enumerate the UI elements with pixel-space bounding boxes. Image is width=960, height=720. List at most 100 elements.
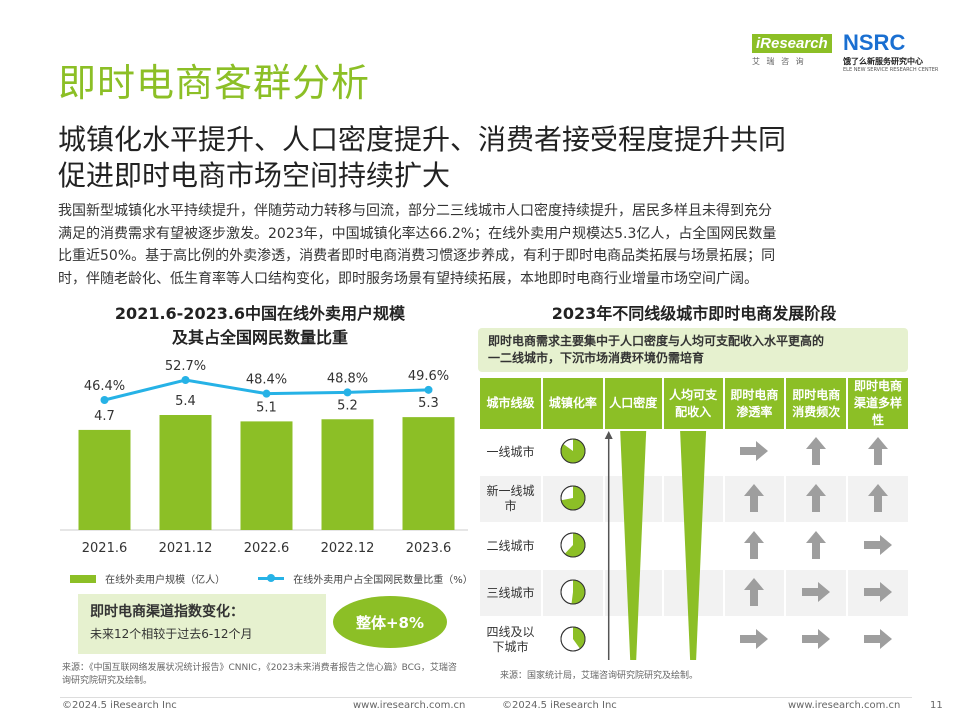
table-header-row: 城市线级 城镇化率 人口密度 人均可支配收入 即时电商渗透率 即时电商消费频次 … [480, 378, 908, 429]
left-chart-title: 2021.6-2023.6中国在线外卖用户规模 及其占全国网民数量比重 [60, 300, 460, 348]
arrow-right-icon [802, 628, 831, 649]
iresearch-logo-sub: 艾 瑞 咨 询 [752, 57, 806, 66]
footer-divider [60, 697, 912, 698]
diversity-cell [848, 570, 908, 617]
diversity-cell [848, 523, 908, 570]
arrow-right-icon [864, 534, 893, 555]
page-title: 即时电商客群分析 [58, 61, 371, 105]
table-row: 四线及以下城市 [480, 617, 908, 664]
city-tier-cell: 一线城市 [480, 429, 542, 476]
nsrc-logo-text: NSRC [843, 30, 906, 55]
urbanization-cell [543, 570, 603, 617]
urbanization-pie-icon [560, 485, 586, 510]
legend-item-line: 在线外卖用户占全国网民数量比重（%） [258, 568, 473, 587]
income-cell [663, 523, 723, 570]
right-panel-note: 即时电商需求主要集中于人口密度与人均可支配收入水平更高的 一二线城市，下沉市场消… [478, 328, 908, 372]
left-chart-title-line1: 2021.6-2023.6中国在线外卖用户规模 [114, 304, 406, 323]
arrow-up-icon [744, 577, 765, 606]
footer-copyright-right: ©2024.5 iResearch Inc [502, 700, 617, 711]
arrow-right-icon [740, 440, 769, 461]
iresearch-logo: iResearch 艾 瑞 咨 询 [752, 34, 832, 74]
header-income: 人均可支配收入 [663, 378, 723, 429]
bar-value-label: 5.2 [337, 398, 358, 413]
body-line: 我国新型城镇化水平持续提升，伴随劳动力转移与回流，部分二三线城市人口密度持续提升… [58, 203, 772, 219]
chart-legend: 在线外卖用户规模（亿人） 在线外卖用户占全国网民数量比重（%） [70, 568, 473, 587]
density-cell [604, 570, 662, 617]
combo-chart: 4.7 2021.6 5.4 2021.12 5.1 2022.6 5.2 2022.12 5.… [60, 359, 468, 556]
page-number: 11 [930, 700, 943, 711]
body-line: 比重近50%。基于高比例的外卖渗透，消费者即时电商消费习惯逐步养成，有利于即时电… [58, 248, 776, 264]
arrow-right-icon [802, 581, 831, 602]
ratio-point [343, 388, 352, 397]
bar-value-label: 5.3 [418, 396, 439, 411]
urbanization-cell [543, 523, 603, 570]
x-tick-label: 2021.6 [82, 541, 128, 556]
subtitle-line-1: 城镇化水平提升、人口密度提升、消费者接受程度提升共同 [58, 123, 787, 156]
urbanization-pie-icon [560, 579, 586, 604]
body-line: 满足的消费需求有望被逐步激发。2023年，中国城镇化率达66.2%；在线外卖用户… [58, 225, 777, 242]
footer-url-left[interactable]: www.iresearch.com.cn [353, 700, 466, 711]
iresearch-logo-text: iResearch [752, 34, 832, 53]
diversity-cell [848, 617, 908, 664]
header-density: 人口密度 [604, 378, 662, 429]
city-stage-table: 城市线级 城镇化率 人口密度 人均可支配收入 即时电商渗透率 即时电商消费频次 … [478, 378, 910, 664]
penetration-cell [724, 523, 785, 570]
footer-copyright-left: ©2024.5 iResearch Inc [62, 700, 177, 711]
penetration-cell [724, 570, 785, 617]
bar-2023.6 [402, 417, 455, 530]
header-city-tier: 城市线级 [480, 378, 542, 429]
frequency-cell [786, 476, 847, 523]
diversity-cell [848, 429, 908, 476]
urbanization-pie-icon [560, 438, 586, 463]
city-tier-label: 四线及以下城市 [486, 625, 535, 654]
ratio-value-label: 48.8% [327, 371, 368, 386]
x-tick-label: 2023.6 [406, 541, 452, 556]
legend-bar-swatch [70, 574, 96, 583]
urbanization-pie-icon [560, 532, 586, 557]
frequency-cell [786, 570, 847, 617]
density-cell [604, 476, 662, 523]
density-cell [604, 523, 662, 570]
urbanization-cell [543, 429, 603, 476]
bar-2022.12 [321, 419, 374, 530]
ratio-point [424, 385, 433, 394]
table-row: 三线城市 [480, 570, 908, 617]
arrow-right-icon [740, 628, 769, 649]
header-penetration: 即时电商渗透率 [724, 378, 785, 429]
table-row: 一线城市 [480, 429, 908, 476]
ratio-point [262, 389, 271, 398]
note-line-1: 即时电商需求主要集中于人口密度与人均可支配收入水平更高的 [488, 334, 825, 348]
frequency-cell [786, 617, 847, 664]
table-row: 二线城市 [480, 523, 908, 570]
city-tier-cell: 新一线城市 [480, 476, 542, 523]
body-line: 时，伴随老龄化、低生育率等人口结构变化，即时服务场景有望持续拓展，本地即时电商行… [58, 270, 758, 287]
arrow-up-icon [868, 483, 889, 512]
arrow-up-icon [744, 483, 765, 512]
body-paragraph: 我国新型城镇化水平持续提升，伴随劳动力转移与回流，部分二三线城市人口密度持续提升… [58, 200, 908, 290]
urbanization-cell [543, 476, 603, 523]
penetration-cell [724, 617, 785, 664]
channel-index-box: 即时电商渠道指数变化： 未来12个相较于过去6-12个月 [78, 594, 326, 654]
arrow-right-icon [864, 581, 893, 602]
nsrc-logo-cn: 饿了么新服务研究中心 [843, 57, 923, 66]
arrow-right-icon [864, 628, 893, 649]
bar-2022.6 [240, 421, 293, 530]
urbanization-cell [543, 617, 603, 664]
bar-value-label: 5.4 [175, 394, 196, 409]
ratio-value-label: 48.4% [246, 373, 287, 388]
city-tier-label: 新一线城市 [486, 484, 535, 513]
ratio-point [181, 376, 190, 384]
header-urbanization: 城镇化率 [543, 378, 603, 429]
density-cell [604, 429, 662, 476]
frequency-cell [786, 429, 847, 476]
legend-item-bar: 在线外卖用户规模（亿人） [70, 568, 230, 587]
arrow-up-icon [806, 436, 827, 465]
channel-index-badge: 整体+8% [333, 596, 447, 648]
bar-2021.12 [159, 415, 212, 530]
legend-line-swatch [258, 574, 285, 582]
right-source: 来源：国家统计局，艾瑞咨询研究院研究及绘制。 [500, 671, 699, 681]
footer-url-right[interactable]: www.iresearch.com.cn [788, 700, 901, 711]
frequency-cell [786, 523, 847, 570]
arrow-up-icon [744, 530, 765, 559]
city-tier-label: 一线城市 [486, 444, 535, 459]
